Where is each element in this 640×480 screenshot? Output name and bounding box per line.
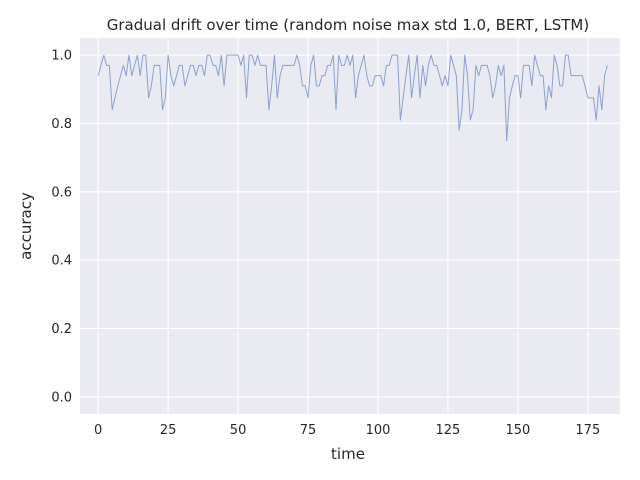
- x-tick-label: 150: [505, 423, 530, 438]
- x-tick-label: 50: [230, 423, 247, 438]
- y-tick-label: 0.0: [51, 390, 72, 405]
- y-axis-label: accuracy: [17, 192, 35, 260]
- x-tick-label: 125: [436, 423, 461, 438]
- x-tick-label: 100: [366, 423, 391, 438]
- chart-title: Gradual drift over time (random noise ma…: [107, 16, 589, 34]
- y-tick-label: 0.4: [51, 254, 72, 269]
- y-tick-label: 0.6: [51, 185, 72, 200]
- x-tick-label: 0: [94, 423, 102, 438]
- x-tick-label: 25: [160, 423, 177, 438]
- y-tick-label: 1.0: [51, 49, 72, 64]
- series-line: [97, 54, 608, 142]
- x-tick-label: 75: [300, 423, 317, 438]
- x-tick-label: 175: [575, 423, 600, 438]
- grid-lines: [80, 38, 620, 414]
- plot-area: [80, 38, 620, 414]
- y-tick-label: 0.2: [51, 322, 72, 337]
- tick-labels: 0 25 50 75 100 125 150 175 0.0 0.2 0.4 0.6 0.8 1.0: [51, 49, 600, 438]
- y-tick-label: 0.8: [51, 117, 72, 132]
- x-axis-label: time: [331, 445, 365, 463]
- series-layer: [97, 54, 608, 142]
